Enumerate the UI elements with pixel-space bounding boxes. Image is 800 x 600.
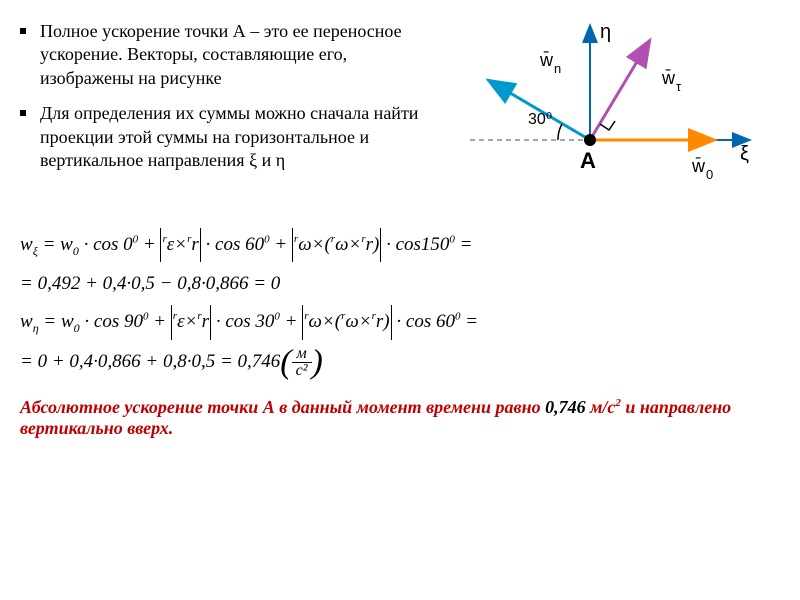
bullet-dot-icon [20, 28, 26, 34]
point-a [584, 134, 596, 146]
equation-line-2: = 0,492 + 0,4·0,5 − 0,8·0,866 = 0 [20, 269, 780, 299]
angle-label: 30⁰ [528, 111, 552, 128]
conclusion-text: Абсолютное ускорение точки А в данный мо… [20, 397, 780, 439]
equations-block: wξ = w0 · cos 00 + rε×rr · cos 600 + rω×… [20, 230, 780, 379]
wn-vector [488, 80, 590, 140]
bullet-item: Полное ускорение точки А – это ее перено… [20, 20, 420, 90]
equation-line-4: = 0 + 0,4·0,866 + 0,8·0,5 = 0,746(мс²) [20, 346, 780, 379]
vector-diagram: η ξ A 30⁰ w̄ n w̄ τ w̄ 0 [440, 20, 760, 220]
bullet-item: Для определения их суммы можно сначала н… [20, 102, 420, 172]
wn-sub: n [554, 61, 561, 76]
wt-sub: τ [676, 79, 682, 94]
equation-line-3: wη = w0 · cos 900 + rε×rr · cos 300 + rω… [20, 307, 780, 338]
xi-label: ξ [740, 143, 749, 165]
bullet-text: Полное ускорение точки А – это ее перено… [40, 20, 420, 90]
wt-vector [590, 40, 650, 140]
eta-label: η [600, 21, 611, 43]
w0-sub: 0 [706, 167, 713, 182]
bullet-text: Для определения их суммы можно сначала н… [40, 102, 420, 172]
bullet-list: Полное ускорение точки А – это ее перено… [20, 20, 420, 220]
w0-label: w̄ [691, 156, 706, 176]
wt-label: w̄ [661, 68, 676, 88]
point-a-label: A [580, 148, 596, 173]
angle-arc [558, 124, 562, 140]
wn-label: w̄ [539, 50, 554, 70]
bullet-dot-icon [20, 110, 26, 116]
equation-line-1: wξ = w0 · cos 00 + rε×rr · cos 600 + rω×… [20, 230, 780, 261]
